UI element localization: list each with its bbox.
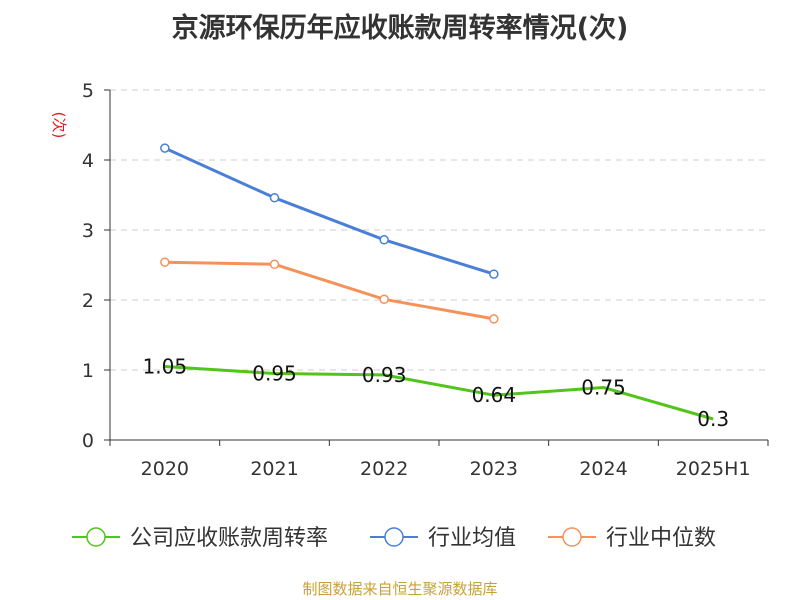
data-label: 0.93 [362, 363, 407, 387]
legend-marker [562, 527, 582, 547]
data-point [269, 193, 280, 203]
data-point [160, 257, 170, 267]
x-tick-label: 2021 [250, 458, 298, 480]
source-note: 制图数据来自恒生聚源数据库 [302, 580, 498, 598]
y-axis-label: (次) [50, 112, 68, 139]
data-point [489, 269, 499, 279]
series-line-1 [164, 146, 495, 276]
series-line-0 [164, 365, 714, 421]
data-label: 0.3 [697, 407, 729, 431]
y-tick-label: 4 [82, 150, 94, 172]
legend-label: 行业中位数 [606, 526, 716, 551]
data-point [379, 235, 389, 245]
data-label: 0.75 [581, 376, 626, 400]
series-line-2 [164, 260, 495, 321]
legend: 公司应收账款周转率 行业均值 行业中位数 [72, 526, 716, 551]
x-tick-label: 2022 [360, 458, 408, 480]
legend-label: 行业均值 [428, 526, 516, 551]
legend-item: 行业均值 [370, 526, 516, 551]
data-label: 0.64 [472, 383, 517, 407]
legend-label: 公司应收账款周转率 [130, 526, 328, 551]
data-point [160, 143, 170, 153]
series-lines [164, 146, 714, 421]
legend-item: 行业中位数 [548, 526, 716, 551]
y-tick-label: 2 [82, 290, 94, 312]
axes: 0 1 2 3 4 5 2020 2021 2022 2023 2024 2025H1 [82, 80, 769, 480]
y-tick-label: 5 [82, 80, 94, 102]
data-labels: 1.05 0.95 0.93 0.64 0.75 0.3 [143, 355, 730, 432]
data-point [379, 294, 389, 305]
legend-marker [86, 527, 106, 547]
legend-item: 公司应收账款周转率 [72, 526, 328, 551]
data-label: 1.05 [143, 355, 188, 379]
grid-lines [110, 89, 768, 371]
data-point [489, 314, 499, 324]
chart-title: 京源环保历年应收账款周转率情况(次) [171, 13, 629, 44]
x-tick-label: 2020 [141, 458, 189, 480]
x-tick-label: 2023 [470, 458, 518, 480]
data-label: 0.95 [252, 362, 297, 386]
series-points [160, 143, 499, 324]
y-tick-label: 0 [82, 430, 94, 452]
x-tick-label: 2025H1 [676, 458, 751, 480]
data-point [269, 259, 280, 270]
legend-marker [384, 527, 404, 547]
y-tick-label: 3 [82, 220, 94, 242]
x-tick-label: 2024 [579, 458, 627, 480]
y-axis-label-group: (次) [50, 112, 68, 139]
y-tick-label: 1 [82, 360, 94, 382]
